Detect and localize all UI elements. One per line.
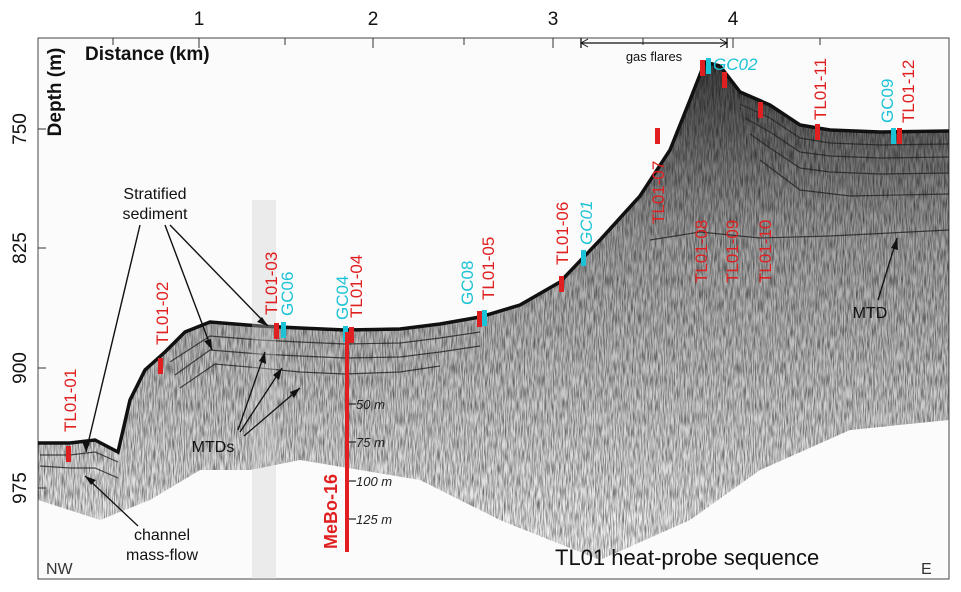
orientation-west: NW [46, 561, 74, 578]
x-tick-label: 2 [368, 9, 379, 30]
gas-flares-annotation: gas flares [579, 38, 729, 64]
y-axis-title: Depth (m) [45, 48, 66, 137]
depth-mark: 100 m [356, 474, 392, 489]
marker-tl01-06 [559, 276, 564, 292]
marker-gc08 [482, 310, 487, 326]
label-tl01-05: TL01-05 [479, 237, 498, 300]
y-axis: 750 825 900 975 Depth (m) [10, 48, 66, 504]
marker-tl01-07 [655, 128, 660, 144]
gas-flares-label: gas flares [626, 49, 683, 64]
marker-gc06 [281, 322, 286, 338]
stratified-label-2: sediment [123, 206, 188, 223]
depth-mark: 125 m [356, 512, 392, 527]
x-tick-label: 3 [548, 9, 559, 30]
marker-tl01-12 [897, 128, 902, 144]
label-tl01-06: TL01-06 [553, 202, 572, 265]
y-tick-label: 825 [10, 232, 31, 264]
y-tick-label: 900 [10, 352, 31, 384]
x-axis: 1 2 3 4 Distance (km) [85, 9, 821, 65]
label-tl01-03: TL01-03 [262, 252, 281, 315]
heat-probe-markers [66, 60, 902, 462]
x-tick-label: 4 [728, 9, 739, 30]
marker-tl01-10 [758, 102, 763, 118]
mtd-label: MTD [853, 305, 888, 322]
label-tl01-04: TL01-04 [347, 255, 366, 318]
marker-tl01-11 [815, 124, 820, 140]
marker-gc02 [706, 58, 711, 74]
channel-label-2: mass-flow [126, 547, 198, 564]
mtds-annotation: MTDs [192, 351, 301, 456]
seismic-image [38, 59, 949, 579]
label-tl01-12: TL01-12 [899, 60, 918, 123]
marker-tl01-08 [700, 60, 705, 76]
label-gc01: GC01 [577, 201, 596, 245]
core-labels: GC06 GC04 GC08 GC01 GC02 GC09 [278, 55, 897, 320]
depth-mark: 50 m [356, 397, 385, 412]
depth-mark: 75 m [356, 435, 385, 450]
y-tick-label: 750 [10, 113, 31, 145]
orientation-east: E [921, 561, 932, 578]
marker-tl01-04 [349, 327, 354, 343]
label-tl01-11: TL01-11 [811, 58, 830, 120]
label-tl01-07: TL01-07 [649, 161, 668, 224]
heat-probe-labels: TL01-01 TL01-02 TL01-03 TL01-04 TL01-05 … [61, 58, 918, 432]
borehole-line [345, 332, 349, 552]
label-tl01-08: TL01-08 [692, 220, 711, 283]
mebo-borehole: 50 m 75 m 100 m 125 m MeBo-16 [321, 332, 392, 552]
label-tl01-02: TL01-02 [153, 282, 172, 345]
marker-tl01-05 [477, 311, 482, 327]
marker-gc01 [581, 250, 586, 266]
label-tl01-10: TL01-10 [756, 220, 775, 283]
marker-tl01-09 [722, 72, 727, 88]
marker-tl01-02 [158, 358, 163, 374]
channel-label-1: channel [134, 527, 190, 544]
marker-tl01-03 [274, 323, 279, 339]
x-axis-title: Distance (km) [85, 44, 210, 65]
stratified-sediment-annotation: Stratified sediment [82, 186, 269, 453]
noise-band [252, 200, 276, 579]
internal-reflectors [39, 103, 949, 479]
label-gc08: GC08 [458, 261, 477, 305]
label-gc09: GC09 [878, 79, 897, 123]
stratified-label-1: Stratified [123, 186, 186, 203]
channel-annotation: channel mass-flow [84, 475, 198, 564]
mtds-label: MTDs [192, 439, 235, 456]
y-tick-label: 975 [10, 472, 31, 504]
label-gc06: GC06 [278, 272, 297, 316]
x-tick-label: 1 [194, 9, 205, 30]
label-tl01-01: TL01-01 [61, 369, 80, 432]
mtd-annotation: MTD [853, 237, 898, 322]
label-tl01-09: TL01-09 [723, 220, 742, 283]
borehole-name: MeBo-16 [321, 474, 341, 549]
figure-caption: TL01 heat-probe sequence [555, 545, 819, 570]
seismic-texture [38, 62, 949, 560]
marker-gc09 [891, 128, 896, 144]
label-gc02: GC02 [713, 55, 758, 74]
marker-tl01-01 [66, 446, 71, 462]
label-gc04: GC04 [333, 276, 352, 320]
